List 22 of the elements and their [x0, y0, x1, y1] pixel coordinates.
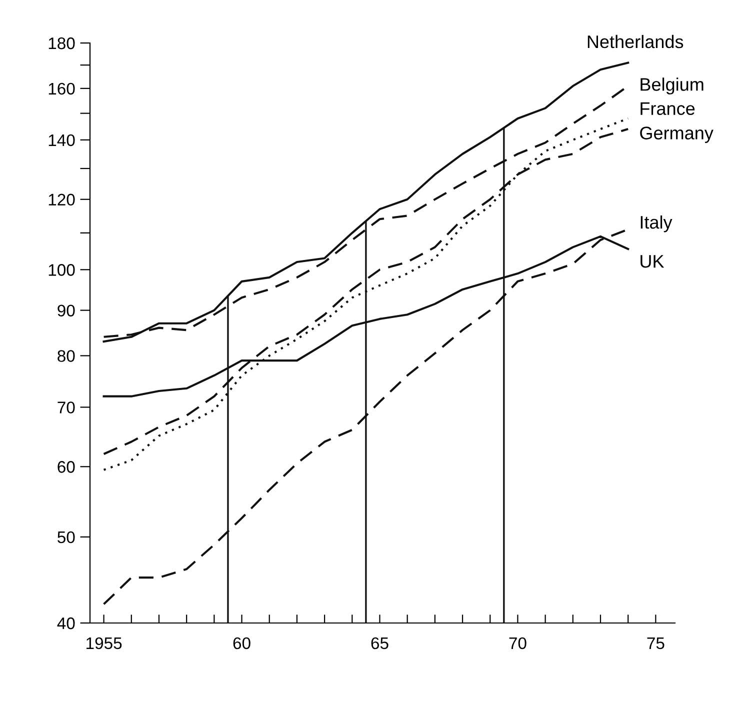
y-tick-label: 60 — [58, 461, 75, 473]
y-tick-label: 70 — [58, 402, 75, 414]
series-label: Germany — [640, 126, 714, 144]
x-tick-label: 1955 — [86, 637, 122, 650]
y-tick-label: 50 — [58, 531, 75, 544]
x-tick-label: 75 — [647, 638, 664, 650]
series-label: Belgium — [640, 78, 704, 94]
y-tick-label: 80 — [58, 350, 75, 362]
y-tick-label: 90 — [58, 304, 75, 316]
y-tick-label: 40 — [57, 617, 75, 630]
y-tick-label: 180 — [48, 37, 75, 50]
y-tick-label: 100 — [48, 264, 75, 276]
series-label: France — [640, 102, 695, 115]
x-tick-label: 65 — [371, 637, 388, 650]
x-tick-label: 70 — [509, 637, 526, 650]
y-tick-label: 120 — [48, 194, 75, 206]
series-label: Italy — [640, 215, 672, 232]
x-tick-label: 60 — [233, 637, 250, 650]
y-tick-label: 160 — [48, 82, 75, 95]
series-label: Netherlands — [588, 34, 684, 48]
y-tick-label: 140 — [48, 134, 75, 146]
series-label: UK — [640, 255, 664, 268]
